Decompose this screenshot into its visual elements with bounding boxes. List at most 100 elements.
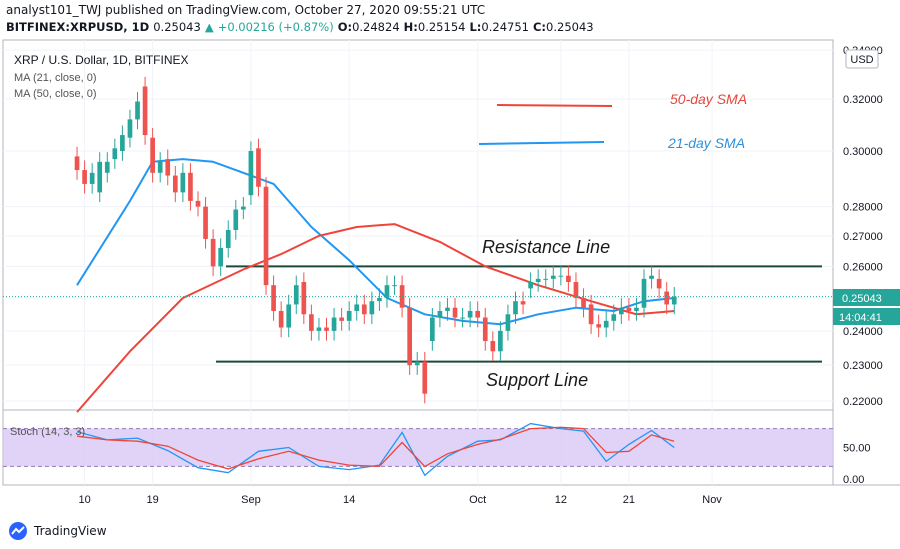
- candle-down: [339, 317, 344, 321]
- candle-up: [135, 101, 140, 120]
- countdown-tag-label: 14:04:41: [839, 312, 882, 324]
- candle-up: [618, 307, 624, 315]
- candle-up: [414, 361, 420, 366]
- tradingview-brand[interactable]: TradingView: [8, 521, 107, 541]
- time-tick-label: 12: [555, 494, 567, 506]
- candle-up: [384, 285, 390, 298]
- price-tick-label: 0.28000: [843, 202, 883, 214]
- time-tick-label: Nov: [702, 494, 722, 506]
- countdown-tag: [833, 308, 900, 325]
- candle-up: [241, 206, 246, 210]
- candle-up: [671, 296, 677, 305]
- candle-up: [225, 229, 231, 248]
- candle-down: [195, 200, 201, 207]
- candle-up: [354, 304, 360, 311]
- time-tick-label: 21: [623, 494, 635, 506]
- tradingview-logo-icon: [9, 522, 27, 540]
- last-price-tag: [833, 289, 900, 306]
- candle-down: [626, 307, 632, 311]
- brand-label: TradingView: [34, 524, 107, 538]
- candle-up: [233, 209, 239, 230]
- candle-up: [346, 310, 352, 321]
- candle-down: [656, 278, 662, 289]
- open-label: O:: [337, 20, 353, 34]
- price-tick-label: 0.23000: [843, 360, 883, 372]
- time-tick-label: Oct: [469, 494, 486, 506]
- ma21-line: [76, 158, 675, 326]
- candle-down: [407, 307, 413, 366]
- candle-up: [120, 135, 125, 152]
- candle-up: [377, 297, 382, 302]
- candle-up: [460, 317, 465, 319]
- candle-down: [475, 310, 481, 318]
- symbol-ohlc-header: BITFINEX:XRPUSD, 1D 0.25043 ▲ +0.00216 (…: [6, 20, 594, 34]
- candle-down: [588, 304, 594, 325]
- sma50-annotation: 50-day SMA: [670, 91, 747, 107]
- candle-down: [210, 238, 216, 267]
- candle-up: [392, 285, 397, 287]
- candle-up: [316, 327, 322, 331]
- candle-down: [82, 170, 87, 184]
- candle-up: [543, 278, 549, 280]
- candle-down: [74, 156, 80, 171]
- time-tick-label: Sep: [241, 494, 261, 506]
- candle-up: [467, 310, 473, 318]
- price-tick-label: 0.30000: [843, 146, 883, 158]
- candle-down: [172, 175, 178, 193]
- stoch-d-line: [76, 426, 675, 470]
- currency-button[interactable]: [845, 49, 879, 69]
- candle-up: [127, 119, 133, 138]
- candle-up: [505, 314, 511, 331]
- price-tick-label: 0.27000: [843, 231, 883, 243]
- candle-down: [482, 317, 488, 342]
- candle-down: [422, 361, 428, 394]
- publish-header: analyst101_TWJ published on TradingView.…: [6, 3, 486, 17]
- high-value: 0.25154: [417, 20, 466, 34]
- candle-up: [112, 148, 118, 160]
- time-tick-label: 19: [147, 494, 159, 506]
- candle-down: [278, 310, 284, 328]
- candle-up: [550, 275, 556, 279]
- close-value: 0.25043: [546, 20, 594, 34]
- price-tick-label: 0.26000: [843, 261, 883, 273]
- candle-up: [498, 330, 503, 352]
- symbol-label: BITFINEX:XRPUSD, 1D: [6, 20, 150, 34]
- sma21-annotation: 21-day SMA: [667, 135, 745, 151]
- candle-up: [286, 304, 292, 328]
- candle-up: [513, 301, 518, 315]
- candle-up: [429, 317, 435, 342]
- last-price-tag-label: 0.25043: [842, 293, 882, 305]
- candle-down: [203, 206, 208, 239]
- price-tick-label: 0.32000: [843, 94, 883, 106]
- low-label: L:: [469, 20, 482, 34]
- candle-down: [581, 297, 586, 308]
- stoch-band: [3, 428, 833, 467]
- sma21-sample-line: [478, 141, 605, 145]
- candle-down: [309, 314, 314, 331]
- candle-up: [293, 285, 299, 305]
- candle-down: [301, 282, 307, 315]
- last-price: 0.25043: [153, 20, 201, 34]
- price-pane-frame: [2, 39, 834, 411]
- candle-up: [641, 278, 647, 308]
- candle-up: [248, 151, 254, 196]
- candle-down: [361, 304, 367, 315]
- currency-label: USD: [850, 54, 873, 66]
- candle-up: [603, 320, 609, 328]
- support-annotation: Support Line: [486, 370, 588, 390]
- price-change: +0.00216 (+0.87%): [217, 20, 334, 34]
- candle-down: [490, 341, 496, 352]
- candle-down: [256, 148, 261, 187]
- candle-down: [142, 86, 148, 136]
- stoch-tick-label: 50.00: [843, 443, 871, 455]
- candle-down: [188, 172, 193, 201]
- candle-up: [611, 314, 617, 321]
- candle-up: [649, 275, 654, 279]
- candle-down: [271, 285, 276, 311]
- candle-up: [331, 317, 337, 331]
- ma50-legend: MA (50, close, 0): [14, 88, 97, 100]
- close-label: C:: [532, 20, 547, 34]
- chart-title: XRP / U.S. Dollar, 1D, BITFINEX: [14, 53, 189, 67]
- candle-down: [150, 137, 155, 173]
